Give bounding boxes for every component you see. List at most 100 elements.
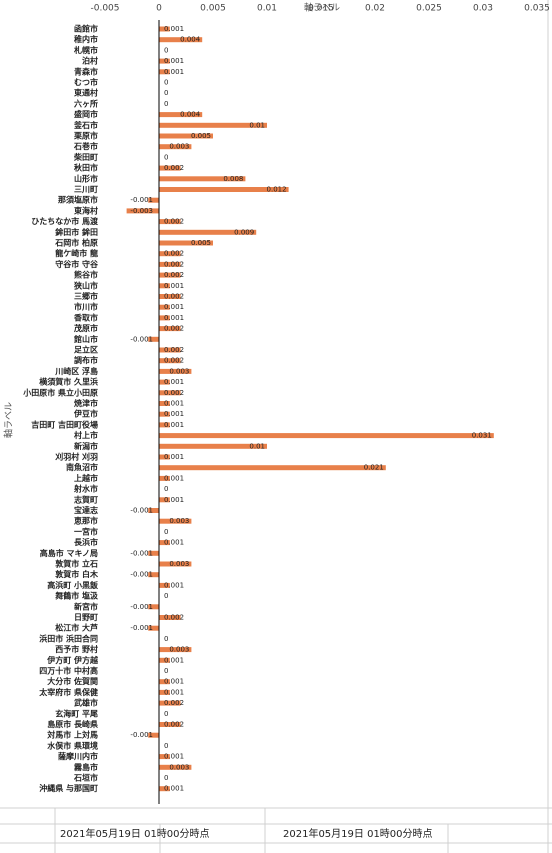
y-tick-label: 龍ケ崎市 龍 bbox=[55, 248, 98, 258]
value-label: 0.001 bbox=[164, 303, 184, 311]
value-label: 0.003 bbox=[169, 763, 189, 771]
value-label: -0.003 bbox=[130, 207, 153, 215]
value-label: 0.001 bbox=[164, 656, 184, 664]
value-label: 0.001 bbox=[164, 539, 184, 547]
value-label: -0.001 bbox=[130, 571, 153, 579]
bar bbox=[159, 764, 192, 770]
value-label: 0.001 bbox=[164, 400, 184, 408]
y-tick-label: 香取市 bbox=[73, 312, 98, 322]
value-label: 0.001 bbox=[164, 25, 184, 33]
y-tick-label: 横須賀市 久里浜 bbox=[39, 377, 98, 387]
bar bbox=[159, 561, 192, 567]
y-tick-label: 玄海町 平尾 bbox=[55, 708, 98, 718]
y-tick-label: 松江市 大芦 bbox=[55, 623, 98, 633]
value-label: 0.002 bbox=[164, 389, 184, 397]
bar bbox=[159, 475, 170, 481]
value-label: 0 bbox=[164, 100, 168, 108]
y-tick-label: 吉田町 吉田町役場 bbox=[31, 419, 98, 429]
bar bbox=[159, 411, 170, 417]
y-tick-label: 沖縄県 与那国町 bbox=[39, 783, 98, 793]
y-tick-label: 守谷市 守谷 bbox=[55, 259, 99, 269]
x-axis-title: 軸ラベル bbox=[304, 2, 340, 14]
bar bbox=[159, 422, 170, 428]
y-tick-label: 対馬市 上対馬 bbox=[46, 730, 98, 740]
bar bbox=[148, 625, 159, 631]
bar bbox=[159, 112, 203, 118]
bar bbox=[159, 347, 181, 353]
y-tick-label: 焼津市 bbox=[74, 398, 98, 408]
x-tick-label: 0 bbox=[156, 4, 162, 14]
bar bbox=[159, 229, 257, 235]
y-tick-label: 市川市 bbox=[74, 302, 98, 312]
bar bbox=[159, 165, 181, 171]
bar bbox=[159, 433, 494, 439]
value-label: 0 bbox=[164, 667, 168, 675]
y-tick-label: 日野町 bbox=[74, 613, 98, 622]
y-tick-label: 六ヶ所 bbox=[74, 98, 98, 108]
value-label: -0.001 bbox=[130, 603, 153, 611]
x-tick-label: 0.025 bbox=[416, 4, 442, 14]
y-tick-label: 稚内市 bbox=[74, 34, 98, 44]
y-tick-label: 西予市 野村 bbox=[55, 644, 98, 654]
value-label: 0.021 bbox=[364, 464, 384, 472]
value-label: 0.009 bbox=[234, 228, 254, 236]
bar bbox=[159, 315, 170, 321]
value-label: -0.001 bbox=[130, 196, 153, 204]
value-label: 0.001 bbox=[164, 314, 184, 322]
y-tick-label: 射水市 bbox=[73, 484, 98, 494]
bar bbox=[159, 540, 170, 546]
y-tick-label: ひたちなか市 馬渡 bbox=[31, 216, 99, 226]
value-label: 0.001 bbox=[164, 678, 184, 686]
value-label: 0.01 bbox=[249, 121, 265, 129]
bar bbox=[159, 582, 170, 588]
bar bbox=[159, 700, 181, 706]
y-tick-label: 敦賀市 白木 bbox=[55, 569, 99, 579]
y-tick-label: むつ市 bbox=[74, 77, 98, 87]
y-tick-label: 那須塩原市 bbox=[58, 195, 98, 205]
value-label: 0.002 bbox=[164, 293, 184, 301]
value-label: 0.005 bbox=[191, 239, 211, 247]
x-tick-label: 0.03 bbox=[473, 4, 493, 14]
bar bbox=[159, 443, 267, 449]
value-label: 0.001 bbox=[164, 474, 184, 482]
value-label: 0.002 bbox=[164, 164, 184, 172]
y-tick-label: 三川町 bbox=[74, 185, 98, 194]
value-label: 0.012 bbox=[267, 186, 287, 194]
value-label: -0.001 bbox=[130, 507, 153, 515]
y-tick-label: 島原市 長崎県 bbox=[47, 719, 98, 729]
y-tick-label: 伊方町 伊方越 bbox=[46, 655, 99, 665]
value-label: 0.002 bbox=[164, 346, 184, 354]
value-label: 0.002 bbox=[164, 250, 184, 258]
value-label: 0.001 bbox=[164, 753, 184, 761]
value-label: 0 bbox=[164, 79, 168, 87]
bar bbox=[148, 550, 159, 556]
y-tick-label: 太宰府市 県保健 bbox=[38, 687, 98, 697]
value-label: 0.002 bbox=[164, 614, 184, 622]
bar bbox=[159, 219, 181, 225]
value-label: 0 bbox=[164, 592, 168, 600]
bar bbox=[148, 336, 159, 342]
bar bbox=[159, 294, 181, 299]
bar bbox=[159, 240, 213, 246]
footer-cell: 2021年05月19日 01時00分時点 bbox=[60, 827, 210, 840]
y-tick-label: 大分市 佐賀関 bbox=[47, 676, 98, 686]
y-tick-label: 茂原市 bbox=[74, 323, 98, 333]
value-label: 0.003 bbox=[169, 367, 189, 375]
value-label: 0.001 bbox=[164, 410, 184, 418]
x-tick-label: 0.015 bbox=[308, 4, 334, 14]
value-label: 0.003 bbox=[169, 646, 189, 654]
x-tick-label: 0.02 bbox=[365, 4, 385, 14]
y-tick-label: 足立区 bbox=[74, 345, 98, 355]
footer-cell: 2021年05月19日 01時00分時点 bbox=[283, 827, 433, 840]
value-label: 0.004 bbox=[180, 36, 201, 44]
y-tick-label: 宝達志 bbox=[74, 505, 98, 515]
y-tick-label: 四万十市 中村高 bbox=[39, 666, 98, 676]
y-tick-label: 石垣市 bbox=[73, 773, 98, 783]
bar bbox=[159, 144, 192, 150]
value-label: 0.001 bbox=[164, 68, 184, 76]
y-tick-label: 浜田市 浜田合同 bbox=[39, 633, 98, 643]
y-tick-label: 東通村 bbox=[74, 88, 98, 98]
bar bbox=[126, 208, 159, 214]
value-label: 0.001 bbox=[164, 496, 184, 504]
value-label: 0 bbox=[164, 774, 168, 782]
